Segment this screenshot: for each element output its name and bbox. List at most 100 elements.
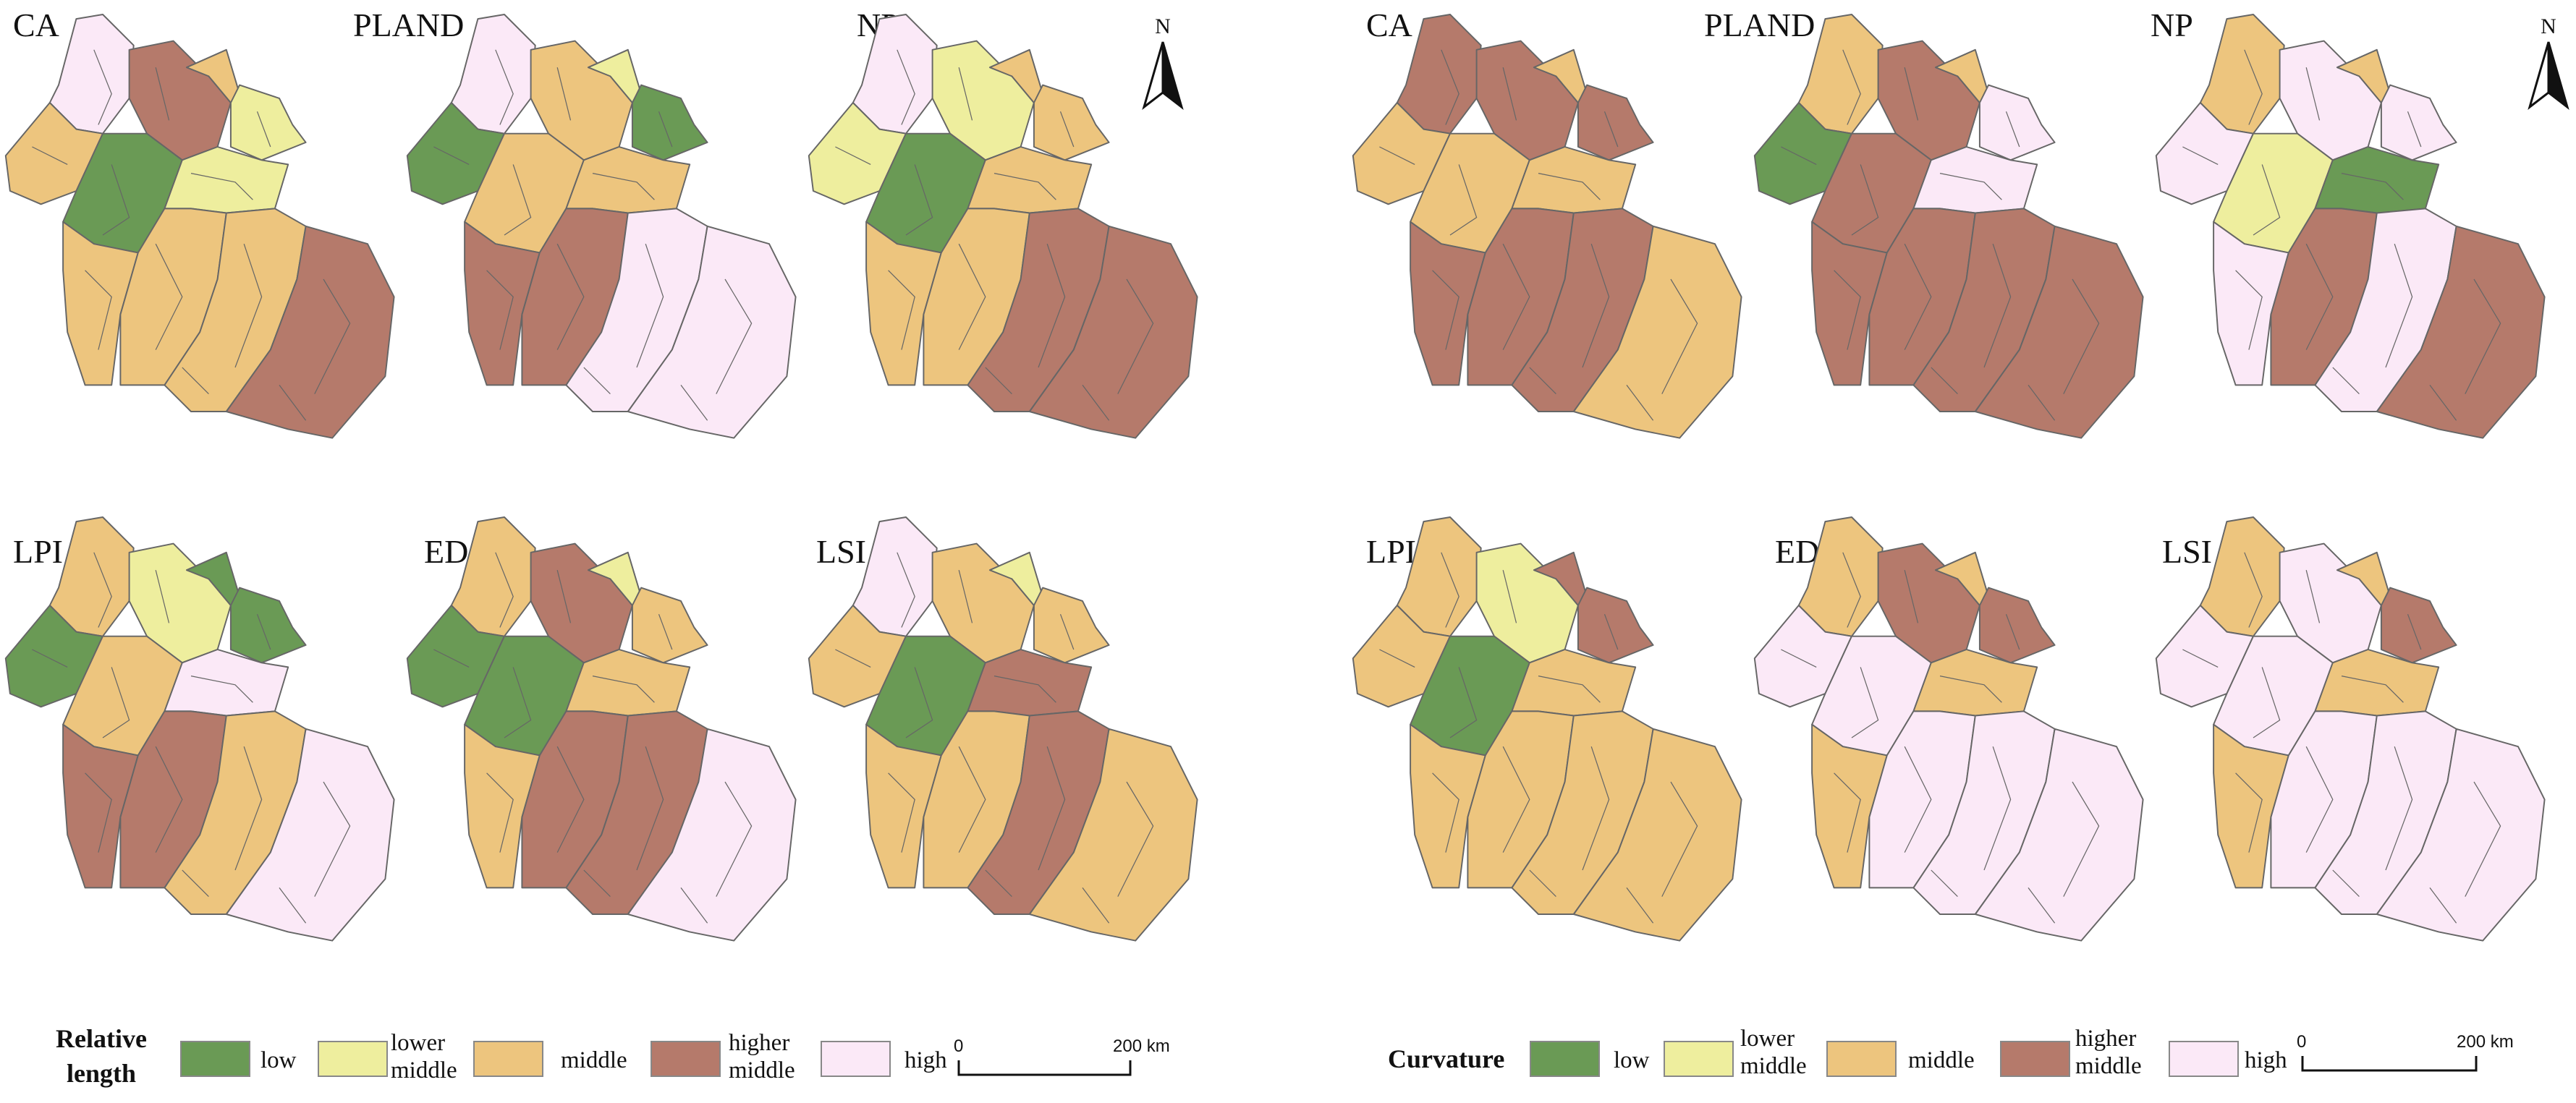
map-zone (1572, 225, 1742, 439)
county-boundary (2235, 270, 2263, 350)
county-boundary (897, 49, 915, 125)
county-boundary (504, 667, 532, 738)
county-boundary (1038, 746, 1066, 871)
scale-bar-relative-length: 0 200 km (954, 1036, 1170, 1076)
county-boundary (2465, 278, 2501, 394)
county-boundary (835, 649, 871, 668)
county-boundary (2005, 111, 2020, 148)
county-boundary (2182, 146, 2219, 165)
legend-swatch-low (1530, 1041, 1600, 1077)
map-relative-length-ed (406, 516, 797, 942)
county-boundary (314, 278, 351, 394)
county-boundary (155, 746, 183, 853)
map-zone (1974, 225, 2144, 439)
county-boundary (636, 244, 664, 368)
county-boundary (2235, 772, 2263, 853)
county-boundary (958, 570, 973, 623)
county-boundary (1449, 164, 1478, 236)
county-boundary (504, 164, 532, 236)
county-boundary (993, 676, 1056, 703)
county-boundary (636, 746, 664, 871)
county-boundary (888, 270, 915, 350)
county-boundary (985, 367, 1012, 395)
map-zone (2213, 221, 2289, 386)
county-boundary (2182, 649, 2219, 668)
county-boundary (1661, 278, 1698, 394)
legend-swatch-middle (1826, 1041, 1897, 1077)
county-boundary (155, 570, 170, 623)
county-boundary (1904, 243, 1932, 350)
map-zone (627, 225, 797, 439)
county-boundary (2341, 173, 2404, 200)
map-label-np: NP (2151, 7, 2193, 43)
county-boundary (897, 552, 915, 628)
county-boundary (680, 385, 708, 421)
map-curvature-ca (1352, 14, 1742, 439)
county-boundary (2253, 667, 2281, 738)
legend-label-higher-middle-2: middle (2075, 1053, 2142, 1079)
legend-swatch-high (821, 1041, 891, 1077)
county-boundary (256, 613, 271, 650)
county-boundary (1851, 164, 1879, 236)
county-boundary (1842, 552, 1861, 628)
county-boundary (486, 772, 514, 853)
county-boundary (1441, 552, 1459, 628)
county-boundary (1931, 367, 1958, 395)
legend-title-line-2: length (67, 1059, 136, 1088)
county-boundary (85, 772, 112, 853)
legend-swatch-high (2169, 1041, 2239, 1077)
county-boundary (1379, 649, 1415, 668)
county-boundary (1059, 613, 1075, 650)
legend-label-low: low (1614, 1047, 1650, 1073)
map-zone (2213, 723, 2289, 889)
county-boundary (1904, 570, 1919, 623)
county-boundary (2063, 278, 2100, 394)
county-boundary (1983, 746, 2012, 871)
county-boundary (314, 781, 351, 897)
map-zone (2380, 84, 2457, 161)
county-boundary (2305, 746, 2334, 853)
county-boundary (102, 667, 130, 738)
county-boundary (2332, 869, 2360, 898)
county-boundary (1059, 111, 1075, 148)
county-boundary (592, 676, 655, 703)
county-boundary (1931, 869, 1958, 898)
map-zone (2376, 728, 2546, 942)
map-relative-length-lsi (808, 516, 1198, 942)
legend-label-lower-middle-2: middle (1740, 1053, 1807, 1079)
map-label-pland: PLAND (353, 7, 464, 43)
county-boundary (658, 111, 673, 148)
scale-bar-end: 200 km (2457, 1032, 2514, 1052)
county-boundary (958, 746, 986, 853)
county-boundary (85, 270, 112, 350)
legend-title: Curvature (1388, 1044, 1504, 1073)
map-zone (1978, 587, 2056, 664)
map-curvature-ed (1753, 516, 2144, 942)
county-boundary (556, 243, 585, 350)
county-boundary (2332, 367, 2360, 395)
county-boundary (1983, 244, 2012, 368)
county-boundary (495, 49, 514, 125)
county-boundary (1502, 570, 1517, 623)
map-curvature-lsi (2155, 516, 2546, 942)
county-boundary (1851, 667, 1879, 738)
map-label-lpi: LPI (13, 533, 63, 570)
county-boundary (1529, 869, 1556, 898)
map-zone (229, 587, 307, 664)
county-boundary (93, 552, 112, 628)
map-relative-length-ca (4, 14, 395, 439)
county-boundary (1582, 244, 1610, 368)
map-zone (2380, 587, 2457, 664)
map-zone (627, 728, 797, 942)
panel-curvature: CA PLAND NP LPI ED LSI N Curvature low l… (1352, 7, 2569, 1079)
map-zone (1577, 587, 1654, 664)
county-boundary (182, 869, 209, 898)
map-curvature-np (2155, 14, 2546, 439)
legend-label-high: high (904, 1047, 947, 1073)
map-label-lsi: LSI (2162, 533, 2212, 570)
county-boundary (1082, 887, 1110, 924)
county-boundary (2305, 243, 2334, 350)
county-boundary (905, 164, 933, 236)
map-zone (1410, 221, 1486, 386)
